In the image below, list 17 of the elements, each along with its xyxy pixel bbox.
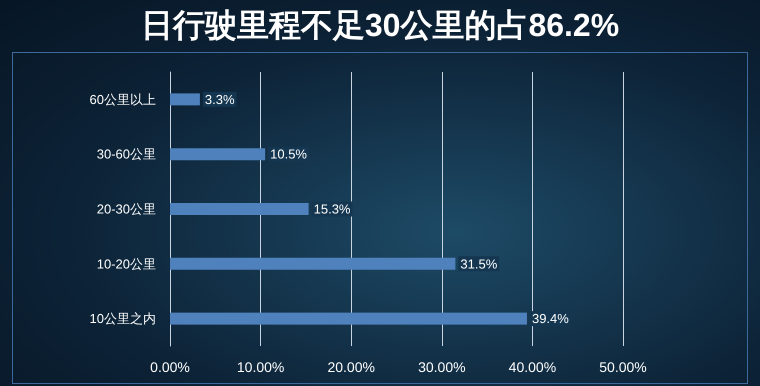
data-label: 39.4% [532,311,570,326]
x-tick-label: 0.00% [150,359,190,375]
data-label: 3.3% [204,92,235,107]
x-tick-label: 30.00% [418,359,466,375]
y-tick-label: 10-20公里 [96,256,156,272]
y-tick-label: 30-60公里 [96,146,156,162]
x-tick-label: 50.00% [599,359,647,375]
data-label: 15.3% [314,202,351,216]
y-tick-label: 60公里以上 [90,92,156,107]
data-label: 31.5% [460,256,498,272]
x-tick-label: 40.00% [508,359,556,375]
data-label: 10.5% [270,146,308,162]
y-tick-label: 20-30公里 [96,202,156,216]
x-tick-label: 20.00% [327,359,375,375]
y-tick-label: 10公里之内 [90,311,156,326]
x-tick-label: 10.00% [236,359,284,375]
chart-title: 日行驶里程不足30公里的占86.2% [140,7,620,43]
